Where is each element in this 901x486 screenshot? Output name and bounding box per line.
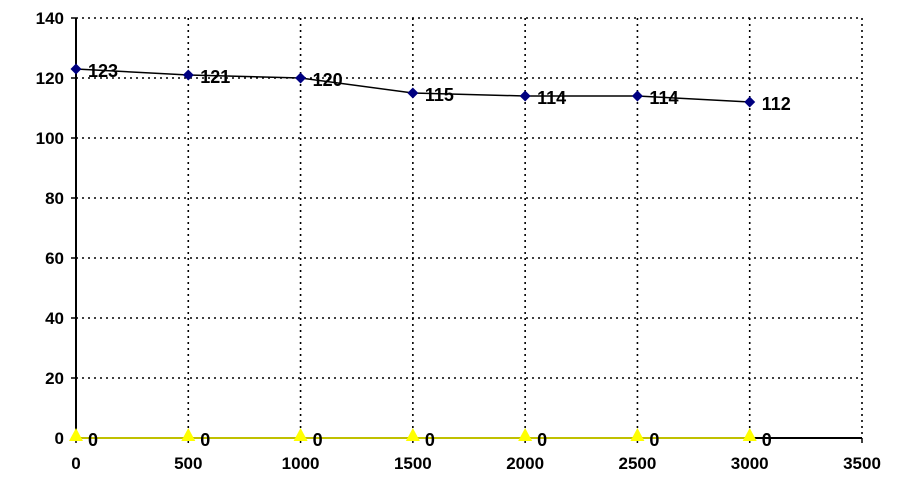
y-tick-label: 100 <box>36 129 64 148</box>
data-label: 0 <box>425 430 435 450</box>
data-point-triangle <box>630 428 645 441</box>
x-tick-label: 500 <box>174 454 202 473</box>
y-axis-tick-labels: 0 20 40 60 80 100 120 140 <box>36 9 64 448</box>
chart-series: 123 121 120 115 114 114 112 0 0 0 0 0 0 0 <box>69 61 791 450</box>
data-point-triangle <box>742 428 757 441</box>
data-label: 0 <box>537 430 547 450</box>
data-point-triangle <box>181 428 196 441</box>
y-tick-label: 120 <box>36 69 64 88</box>
x-tick-label: 1500 <box>394 454 432 473</box>
data-point-diamond <box>70 63 82 75</box>
data-label: 123 <box>88 61 118 81</box>
data-point-diamond <box>295 72 307 84</box>
data-label: 115 <box>425 85 454 105</box>
data-label: 0 <box>88 430 98 450</box>
chart-axes <box>71 17 863 443</box>
data-point-diamond <box>182 69 194 81</box>
series-2: 0 0 0 0 0 0 0 <box>69 428 772 450</box>
x-tick-label: 3500 <box>843 454 881 473</box>
x-tick-label: 2500 <box>619 454 657 473</box>
y-tick-label: 20 <box>45 369 64 388</box>
data-point-triangle <box>518 428 533 441</box>
data-point-diamond <box>407 87 419 99</box>
data-label: 114 <box>649 88 678 108</box>
data-point-diamond <box>519 90 531 102</box>
x-axis-tick-labels: 0 500 1000 1500 2000 2500 3000 3500 <box>71 454 881 473</box>
series-1: 123 121 120 115 114 114 112 <box>70 61 791 114</box>
data-point-triangle <box>405 428 420 441</box>
data-point-triangle <box>69 428 83 441</box>
data-label: 0 <box>762 430 772 450</box>
y-tick-label: 40 <box>45 309 64 328</box>
data-label: 114 <box>537 88 566 108</box>
y-tick-label: 140 <box>36 9 64 28</box>
x-tick-label: 1000 <box>282 454 320 473</box>
grid-lines <box>76 17 863 438</box>
data-point-diamond <box>744 96 756 108</box>
x-tick-label: 0 <box>71 454 80 473</box>
y-tick-label: 60 <box>45 249 64 268</box>
x-tick-label: 3000 <box>731 454 769 473</box>
data-label: 0 <box>313 430 323 450</box>
data-label: 112 <box>762 94 791 114</box>
y-tick-label: 80 <box>45 189 64 208</box>
y-tick-label: 0 <box>55 429 64 448</box>
data-label: 0 <box>200 430 210 450</box>
data-point-diamond <box>631 90 643 102</box>
data-label: 0 <box>649 430 659 450</box>
data-label: 120 <box>313 70 343 90</box>
x-tick-label: 2000 <box>506 454 544 473</box>
data-label: 121 <box>200 67 230 87</box>
data-point-triangle <box>293 428 308 441</box>
